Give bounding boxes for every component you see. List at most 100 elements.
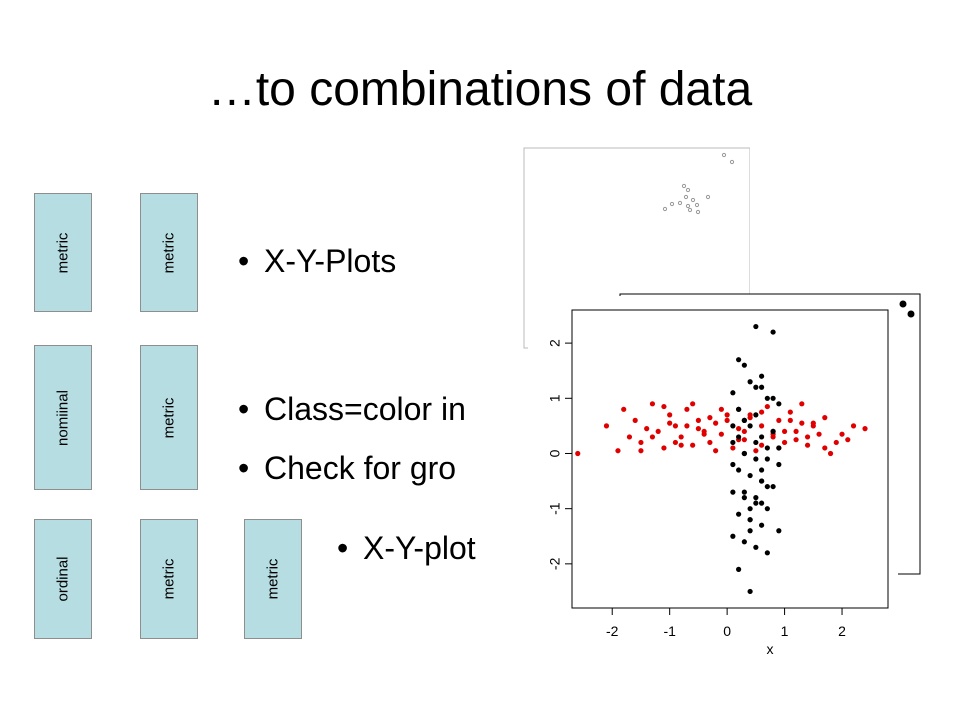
point: [685, 187, 691, 193]
scatter-point: [603, 423, 610, 429]
scatter-point: [753, 456, 759, 462]
scatter-point: [730, 489, 736, 495]
tag-label: metric: [54, 232, 72, 273]
scatter-point: [822, 415, 828, 421]
bullet-class-color: • Class=color in: [238, 391, 466, 428]
point: [721, 152, 727, 158]
scatter-point: [661, 445, 667, 451]
scatter-point: [713, 448, 719, 454]
scatter-point: [845, 437, 851, 443]
scatter-point: [678, 442, 684, 448]
y-tick-label: -2: [547, 557, 563, 570]
bullet-glyph: •: [337, 530, 349, 566]
scatter-point: [793, 428, 799, 435]
scatter-point: [764, 550, 770, 556]
scatter-point: [816, 431, 822, 437]
scatter-point: [741, 417, 747, 423]
scatter-point: [759, 500, 765, 506]
scatter-point: [615, 448, 621, 454]
point: [694, 202, 700, 208]
point: [690, 197, 696, 203]
scatter-point: [747, 423, 753, 429]
scatter-point: [724, 412, 730, 418]
scatter-point: [753, 448, 759, 454]
scatter-point: [690, 401, 696, 407]
scatter-point: [575, 450, 581, 457]
tag-label: metric: [160, 397, 178, 438]
scatter-point: [753, 500, 759, 506]
scatter-point: [833, 439, 839, 446]
scatter-point: [684, 406, 690, 412]
scatter-point: [736, 357, 742, 363]
scatter-point: [718, 431, 724, 437]
tag-metric: metric: [244, 519, 302, 639]
scatter-point: [753, 439, 759, 446]
scatter-point: [638, 439, 644, 446]
scatter-point: [804, 442, 811, 448]
scatter-point: [776, 401, 782, 407]
tag-ordinal: ordinal: [34, 519, 92, 639]
scatter-point: [736, 467, 742, 473]
scatter-point: [649, 401, 656, 407]
point: [899, 300, 907, 308]
scatter-point: [827, 450, 834, 457]
bullet-text: X-Y-Plots: [264, 243, 397, 279]
scatter-point: [736, 426, 742, 432]
scatter-point: [759, 384, 765, 390]
tag-label: metric: [160, 232, 178, 273]
scatter-point: [684, 423, 690, 429]
y-tick-label: 1: [547, 394, 563, 402]
tag-label: nomiinal: [54, 389, 72, 446]
scatter-point: [759, 478, 765, 484]
scatter-point: [839, 431, 845, 437]
scatter-point: [764, 506, 770, 512]
scatter-point: [804, 434, 811, 440]
scatter-point: [690, 442, 696, 448]
scatter-point: [753, 384, 759, 390]
scatter-point: [747, 528, 753, 534]
bullet-xy-plots: • X-Y-Plots: [238, 243, 396, 280]
scatter-point: [759, 467, 765, 473]
plot-background: [528, 296, 898, 662]
scatter-point: [730, 533, 736, 539]
scatter-point: [770, 395, 776, 401]
scatter-point: [707, 439, 713, 446]
x-tick-label: 1: [781, 623, 789, 639]
bullet-text: Check for gro: [264, 450, 457, 486]
slide-title: …to combinations of data: [207, 63, 753, 116]
tag-metric: metric: [140, 519, 198, 639]
scatter-point: [822, 445, 828, 451]
point: [695, 209, 701, 215]
scatter-point: [672, 439, 679, 446]
tag-metric: metric: [140, 345, 198, 490]
scatter-point: [776, 417, 782, 423]
scatter-point: [759, 373, 765, 379]
y-tick-label: 2: [547, 339, 563, 347]
scatter-point: [747, 412, 753, 418]
tag-label: metric: [264, 558, 282, 600]
scatter-point: [753, 323, 759, 330]
scatter-point: [770, 329, 776, 335]
point: [669, 201, 675, 207]
scatter-point: [741, 437, 747, 443]
scatter-point: [764, 483, 770, 490]
scatter-point: [736, 566, 742, 572]
point: [677, 200, 683, 206]
scatter-point: [764, 456, 770, 462]
scatter-point: [753, 544, 759, 550]
scatter-point: [776, 528, 782, 534]
scatter-point: [747, 379, 753, 385]
bullet-check-groups: • Check for gro: [238, 450, 456, 487]
scatter-point: [724, 417, 730, 423]
scatter-point: [759, 409, 765, 415]
scatter-point: [695, 426, 701, 432]
scatter-point: [741, 489, 747, 495]
bullet-glyph: •: [238, 391, 250, 427]
scatter-point: [759, 522, 765, 528]
tag-label: ordinal: [54, 556, 72, 602]
point: [683, 194, 689, 200]
scatter-point: [621, 406, 627, 412]
y-tick-label: -1: [547, 502, 563, 515]
scatter-point: [793, 437, 799, 443]
scatter-point: [862, 426, 868, 432]
